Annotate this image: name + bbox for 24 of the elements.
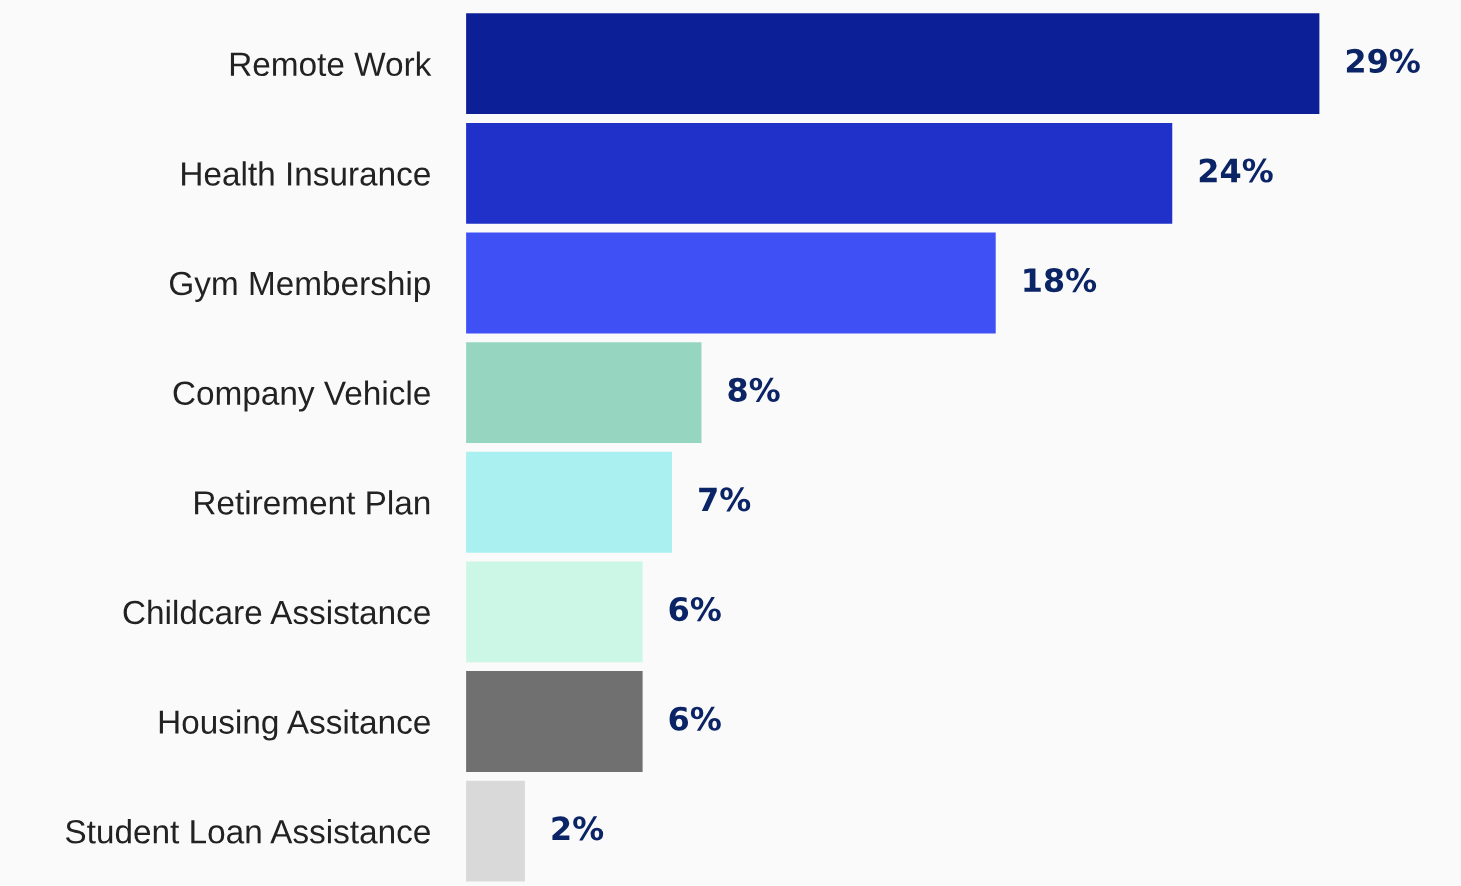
data-label: 24% <box>1199 158 1273 183</box>
data-label: 6% <box>669 597 721 622</box>
bar <box>466 13 1320 115</box>
y-tick-label: Retirement Plan <box>195 490 430 515</box>
data-label: 6% <box>669 706 721 731</box>
y-tick-label: Remote Work <box>230 51 432 77</box>
y-tick-label: Student Loan Assistance <box>65 819 430 844</box>
data-label: 2% <box>552 816 604 841</box>
bar <box>466 671 643 772</box>
data-label: 7% <box>699 487 751 512</box>
y-tick-label: Health Insurance <box>182 161 430 186</box>
bar <box>466 122 1173 224</box>
bar <box>466 232 996 334</box>
data-label: 18% <box>1024 268 1097 293</box>
y-tick-label: Company Vehicle <box>173 380 430 412</box>
data-label: 29% <box>1346 48 1420 73</box>
data-label: 8% <box>728 377 780 402</box>
bar <box>466 451 673 553</box>
y-tick-label: Gym Membership <box>170 270 430 302</box>
y-tick-label: Childcare Assistance <box>123 599 430 625</box>
bar <box>466 342 702 444</box>
y-tick-label: Housing Assitance <box>159 709 430 741</box>
bar <box>466 780 525 882</box>
bar <box>466 561 643 663</box>
